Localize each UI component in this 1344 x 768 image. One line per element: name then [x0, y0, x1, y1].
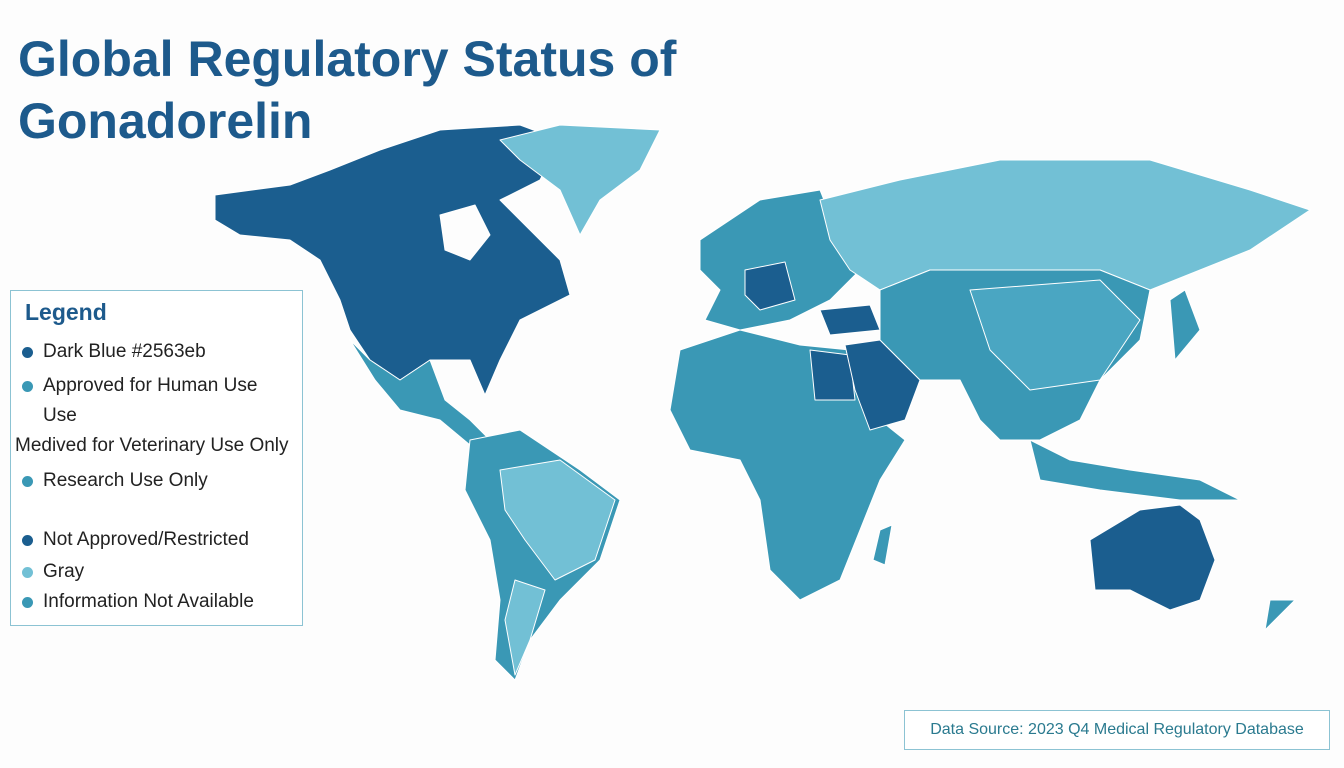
central-europe: [744, 261, 796, 311]
legend-label: Not Approved/Restricted: [43, 529, 249, 550]
north-america: [214, 124, 571, 396]
russia: [819, 159, 1311, 291]
legend-label: Approved for Human Use: [43, 375, 258, 396]
turkey: [819, 304, 881, 336]
legend-swatch: [22, 535, 33, 546]
japan: [1169, 289, 1201, 361]
legend-title: Legend: [25, 299, 107, 325]
egypt: [809, 349, 856, 401]
legend-swatch: [22, 597, 33, 608]
legend-swatch: [22, 381, 33, 392]
madagascar: [872, 524, 893, 566]
greenland: [499, 124, 661, 236]
argentina: [504, 579, 546, 676]
legend-label: Research Use Only: [43, 470, 208, 491]
legend-label: Dark Blue #2563eb: [43, 341, 206, 362]
brazil: [499, 459, 616, 581]
china: [969, 279, 1141, 391]
australia: [1089, 504, 1216, 611]
legend-label-continuation: Use: [43, 405, 77, 426]
europe: [699, 189, 861, 331]
legend-swatch: [22, 347, 33, 358]
southeast-asia: [1029, 439, 1241, 501]
page-title: Global Regulatory Status of Gonadorelin: [18, 31, 677, 149]
legend-swatch: [22, 476, 33, 487]
data-source: Data Source: 2023 Q4 Medical Regulatory …: [904, 710, 1330, 750]
legend-swatch: [22, 567, 33, 578]
legend-label: Information Not Available: [43, 591, 254, 612]
central-america: [349, 339, 491, 446]
legend-label: Medived for Veterinary Use Only: [15, 435, 289, 456]
legend-label: Gray: [43, 561, 85, 582]
legend: Legend Dark Blue #2563eb Approved for Hum…: [10, 290, 303, 626]
new-zealand: [1264, 599, 1296, 631]
hudson-bay: [439, 204, 491, 261]
